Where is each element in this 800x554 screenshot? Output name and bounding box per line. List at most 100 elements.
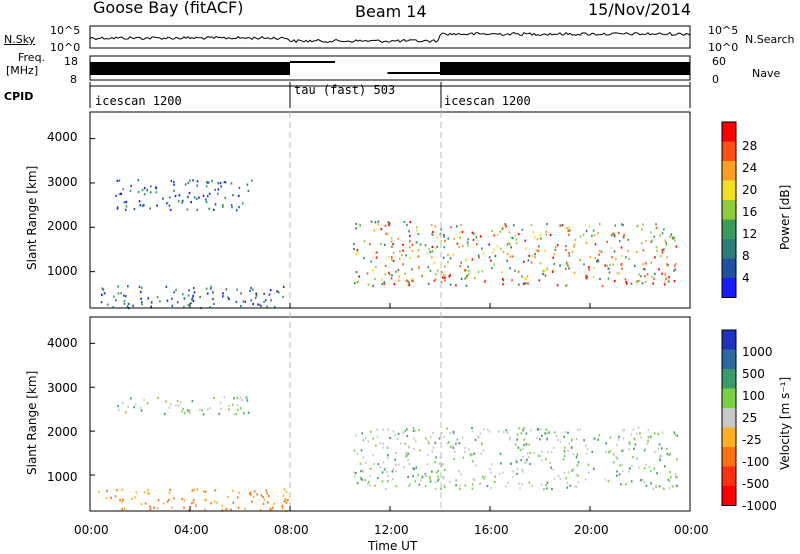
heatmap-cell (113, 295, 115, 298)
heatmap-cell (428, 475, 431, 478)
heatmap-cell (248, 492, 251, 495)
heatmap-cell (255, 292, 257, 295)
heatmap-cell (394, 434, 396, 437)
heatmap-cell (505, 429, 507, 432)
heatmap-cell (372, 284, 374, 287)
heatmap-cell (155, 191, 158, 194)
heatmap-cell (659, 254, 662, 258)
heatmap-cell (125, 411, 127, 414)
heatmap-cell (568, 267, 570, 270)
heatmap-cell (507, 431, 509, 434)
heatmap-cell (417, 255, 420, 258)
heatmap-cell (554, 245, 557, 248)
heatmap-cell (394, 458, 396, 461)
heatmap-cell (621, 463, 623, 467)
heatmap-cell (223, 181, 226, 184)
heatmap-cell (402, 431, 405, 435)
heatmap-cell (384, 467, 387, 470)
heatmap-cell (640, 275, 642, 278)
heatmap-cell (102, 288, 105, 291)
heatmap-cell (597, 260, 600, 263)
heatmap-cell (519, 448, 522, 452)
heatmap-cell (555, 435, 558, 438)
heatmap-cell (559, 477, 562, 480)
heatmap-cell (536, 238, 539, 241)
heatmap-cell (227, 296, 229, 299)
heatmap-cell (379, 442, 382, 445)
heatmap-cell (440, 228, 442, 231)
heatmap-cell (645, 239, 647, 243)
heatmap-cell (214, 203, 217, 206)
heatmap-cell (182, 293, 184, 296)
heatmap-cell (612, 461, 615, 464)
heatmap-cell (285, 491, 288, 494)
heatmap-cell (412, 475, 414, 478)
heatmap-cell (122, 401, 124, 404)
heatmap-cell (193, 196, 196, 199)
heatmap-cell (283, 488, 286, 491)
heatmap-cell (455, 484, 457, 487)
heatmap-cell (658, 485, 661, 488)
heatmap-cell (237, 409, 239, 412)
heatmap-cell (537, 249, 540, 253)
heatmap-cell (541, 434, 543, 437)
heatmap-cell (224, 196, 226, 199)
heatmap-cell (544, 249, 546, 252)
heatmap-cell (168, 406, 171, 409)
heatmap-cell (123, 507, 126, 510)
heatmap-cell (369, 484, 371, 487)
heatmap-cell (597, 232, 599, 235)
heatmap-cell (471, 430, 474, 433)
heatmap-cell (236, 404, 239, 407)
heatmap-cell (447, 237, 450, 240)
heatmap-cell (471, 426, 473, 430)
heatmap-cell (192, 501, 195, 504)
heatmap-cell (643, 449, 646, 452)
heatmap-cell (646, 442, 649, 445)
heatmap-cell (523, 444, 525, 447)
heatmap-cell (465, 284, 468, 287)
heatmap-cell (464, 446, 466, 450)
heatmap-cell (488, 430, 491, 433)
heatmap-cell (405, 279, 408, 282)
heatmap-cell (140, 409, 143, 412)
heatmap-cell (549, 233, 552, 237)
heatmap-cell (523, 260, 525, 263)
heatmap-cell (598, 434, 601, 437)
heatmap-cell (502, 279, 505, 282)
heatmap-cell (510, 462, 512, 465)
heatmap-cell (562, 458, 565, 461)
heatmap-cell (376, 435, 379, 438)
power-cb-block (722, 141, 736, 161)
heatmap-cell (625, 256, 627, 259)
velocity-cb-neg25: -25 (742, 433, 762, 447)
heatmap-cell (546, 437, 548, 440)
heatmap-cell (455, 441, 458, 444)
heatmap-cell (534, 253, 536, 256)
heatmap-cell (616, 272, 619, 275)
heatmap-cell (585, 452, 588, 455)
heatmap-cell (552, 256, 554, 259)
heatmap-cell (178, 200, 180, 203)
heatmap-cell (673, 269, 675, 272)
heatmap-cell (665, 241, 667, 244)
heatmap-cell (642, 268, 645, 271)
heatmap-cell (659, 458, 661, 462)
heatmap-cell (512, 470, 514, 473)
heatmap-cell (382, 461, 385, 464)
heatmap-cell (358, 223, 360, 226)
heatmap-cell (384, 264, 387, 267)
heatmap-cell (480, 452, 482, 456)
heatmap-cell (402, 249, 404, 252)
heatmap-cell (372, 269, 374, 272)
heatmap-cell (411, 249, 414, 252)
heatmap-cell (654, 272, 656, 275)
velocity-cb-block (722, 388, 736, 408)
heatmap-cell (195, 197, 198, 200)
heatmap-cell (138, 200, 141, 203)
heatmap-cell (597, 438, 599, 441)
heatmap-cell (646, 273, 649, 276)
heatmap-cell (120, 192, 123, 195)
heatmap-cell (367, 440, 370, 443)
heatmap-cell (618, 473, 621, 476)
